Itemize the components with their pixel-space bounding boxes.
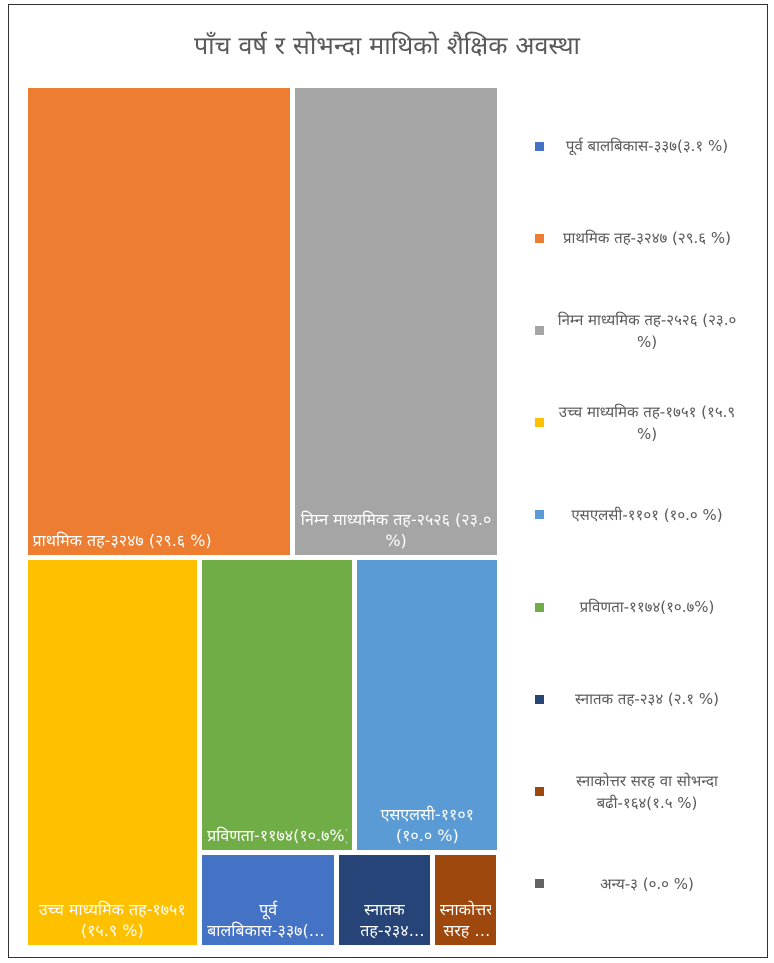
legend-marker: [535, 418, 544, 428]
legend-label: पूर्व बालबिकास-३३७(३.१ %): [565, 137, 729, 156]
treemap-tile: पूर्व बालबिकास-३३७(३.१ %): [202, 854, 335, 946]
legend-item: स्नातक तह-२३४ (२.१ %): [535, 653, 750, 745]
legend-marker: [535, 694, 544, 704]
treemap-tile: स्नातक तह-२३४ (२.१ %): [339, 854, 430, 946]
chart-border: [8, 4, 768, 958]
legend-marker: [535, 326, 544, 336]
legend-marker: [535, 141, 544, 151]
tile-label: स्नातक तह-२३४ (२.१ %): [360, 900, 409, 941]
legend-label: प्रविणता-११७४(१०.७%): [579, 598, 715, 617]
tile-label: स्नाकोत्तर सरह वा सोभन्दा बढी-१६४(१.५ %): [439, 900, 492, 941]
legend-label: एसएलसी-११०१ (१०.० %): [571, 505, 723, 524]
tile-label: निम्न माध्यमिक तह-२५२६ (२३.० %): [300, 510, 492, 551]
legend-marker: [535, 510, 544, 520]
treemap-tile: निम्न माध्यमिक तह-२५२६ (२३.० %): [294, 87, 498, 556]
legend-item: स्नाकोत्तर सरह वा सोभन्दा बढी-१६४(१.५ %): [535, 746, 750, 838]
treemap-tile: प्रविणता-११७४(१०.७%): [202, 560, 353, 850]
legend-item: उच्च माध्यमिक तह-१७५१ (१५.९ %): [535, 377, 750, 469]
legend-item: एसएलसी-११०१ (१०.० %): [535, 469, 750, 561]
legend-item: प्राथमिक तह-३२४७ (२९.६ %): [535, 192, 750, 284]
treemap-tile: प्राथमिक तह-३२४७ (२९.६ %): [27, 87, 290, 556]
legend-marker: [535, 787, 544, 797]
legend-item: प्रविणता-११७४(१०.७%): [535, 561, 750, 653]
tile-label: उच्च माध्यमिक तह-१७५१ (१५.९ %): [38, 900, 186, 941]
legend-label: निम्न माध्यमिक तह-२५२६ (२३.० %): [557, 310, 737, 351]
treemap-tile: उच्च माध्यमिक तह-१७५१ (१५.९ %): [27, 560, 198, 946]
treemap-tile: स्नाकोत्तर सरह वा सोभन्दा बढी-१६४(१.५ %): [434, 854, 497, 946]
legend-label: स्नातक तह-२३४ (२.१ %): [575, 690, 719, 709]
tile-label: प्राथमिक तह-३२४७ (२९.६ %): [32, 531, 212, 551]
legend-label: उच्च माध्यमिक तह-१७५१ (१५.९ %): [558, 402, 736, 443]
legend-item: पूर्व बालबिकास-३३७(३.१ %): [535, 100, 750, 192]
legend-label: प्राथमिक तह-३२४७ (२९.६ %): [563, 229, 731, 248]
legend-item: अन्य-३ (०.० %): [535, 838, 750, 930]
chart-title: पाँच वर्ष र सोभन्दा माथिको शैक्षिक अवस्थ…: [193, 31, 581, 60]
treemap-tile: एसएलसी-११०१ (१०.० %): [357, 560, 498, 850]
legend-item: निम्न माध्यमिक तह-२५२६ (२३.० %): [535, 284, 750, 376]
legend-label: स्नाकोत्तर सरह वा सोभन्दा बढी-१६४(१.५ %): [576, 771, 718, 812]
legend-marker: [535, 233, 544, 243]
tile-label: प्रविणता-११७४(१०.७%): [207, 825, 348, 845]
legend-marker: [535, 879, 544, 889]
tile-label: एसएलसी-११०१ (१०.० %): [380, 804, 474, 845]
legend-label: अन्य-३ (०.० %): [600, 874, 694, 893]
legend-marker: [535, 602, 544, 612]
tile-label: पूर्व बालबिकास-३३७(३.१ %): [207, 900, 330, 941]
